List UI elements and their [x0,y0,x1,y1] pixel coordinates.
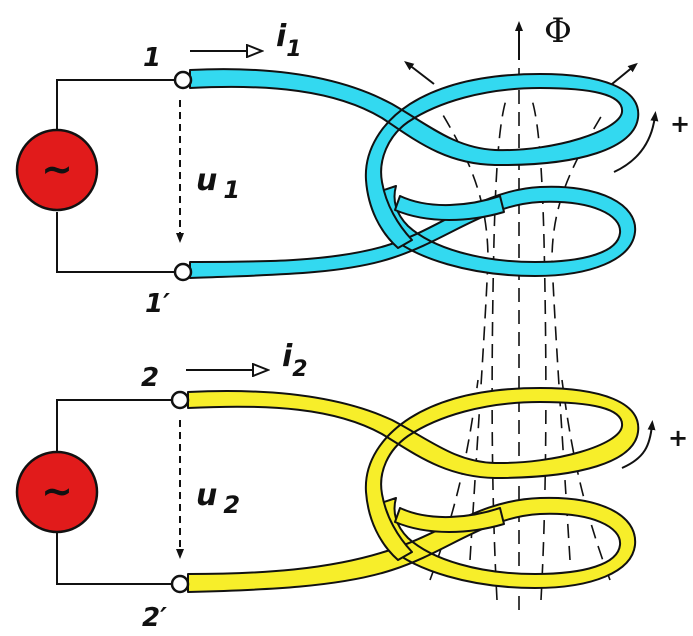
flux-line [531,99,547,601]
direction-sign-1: + [670,110,690,138]
coil-2-upper-loop [187,387,640,561]
flux-line [551,109,606,561]
terminal-2[interactable] [170,390,190,410]
terminal-label-1-prime: 1′ [145,289,170,319]
circuit-2: ~ [15,399,180,585]
wire-1-return [56,212,183,273]
flux-arrow-left [404,60,435,85]
wire-2-return [56,532,180,585]
voltage-subscript: 1 [223,176,240,204]
current-label-2: i2 [282,339,308,382]
circuit-1: ~ [15,79,183,273]
coil-1-upper-loop [189,68,640,249]
wire-2 [56,399,180,452]
voltage-symbol: u [196,478,217,513]
flux-arrows [404,21,659,469]
coil-1-crossover [394,195,505,221]
terminal-1[interactable] [173,70,193,90]
ac-source-symbol: ~ [41,469,73,513]
current-label-1: i1 [276,19,302,62]
current-symbol: i [276,19,287,54]
ac-source-1[interactable]: ~ [15,128,99,212]
terminal-label-2-prime: 2′ [142,603,167,633]
coil-2 [187,387,640,593]
current-subscript: 2 [292,357,307,382]
wire-1 [56,79,183,130]
flux-arrow-right [611,62,638,85]
flux-line [491,99,507,601]
rotation-arrow-1 [613,111,659,173]
terminal-label-1: 1 [143,43,161,73]
ac-source-symbol: ~ [41,147,73,191]
current-subscript: 1 [286,37,301,62]
ac-source-2[interactable]: ~ [15,450,99,534]
voltage-subscript: 2 [223,491,240,519]
current-symbol: i [282,339,293,374]
coil-2-crossover [394,507,505,533]
terminal-label-2: 2 [141,363,159,393]
voltage-symbol: u [196,163,217,198]
direction-sign-2: + [668,424,688,452]
terminal-1-prime[interactable] [173,262,193,282]
flux-line [439,109,489,561]
flux-label: Φ [544,11,572,51]
coil-1 [189,68,640,279]
terminal-2-prime[interactable] [170,574,190,594]
rotation-arrow-2 [621,420,656,469]
